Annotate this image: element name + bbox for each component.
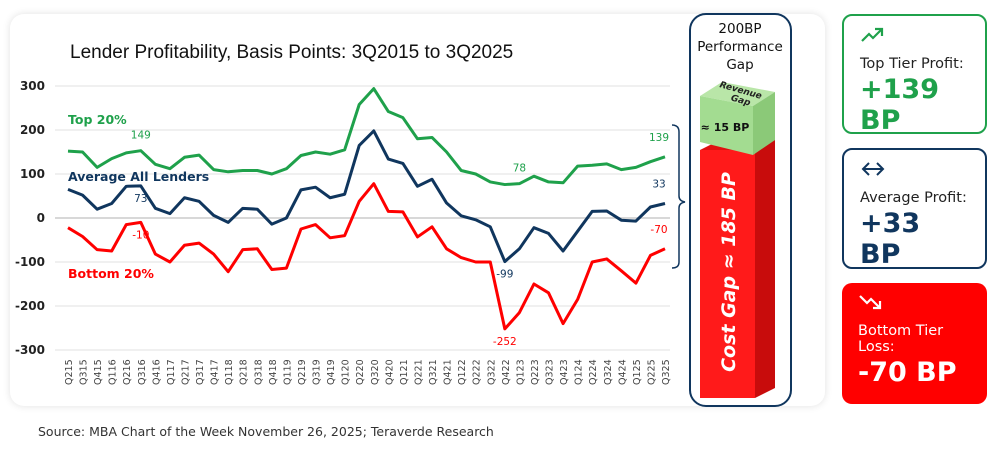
kpi-top-tier: Top Tier Profit: +139 BP <box>842 14 987 136</box>
y-tick-label: 100 <box>20 167 45 181</box>
data-label: -252 <box>493 336 517 348</box>
data-label: 149 <box>131 130 151 142</box>
y-tick-label: 200 <box>20 123 45 137</box>
kpi-value: +139 BP <box>860 74 939 136</box>
x-tick-label: Q325 <box>661 359 672 385</box>
x-tick-label: Q224 <box>588 359 599 385</box>
x-tick-label: Q320 <box>370 359 381 385</box>
data-label: 78 <box>513 163 526 175</box>
x-tick-label: Q420 <box>384 359 395 385</box>
x-tick-label: Q321 <box>428 359 439 385</box>
x-tick-label: Q125 <box>632 359 643 385</box>
x-tick-label: Q316 <box>137 359 148 385</box>
x-tick-label: Q324 <box>603 359 614 385</box>
data-label: -99 <box>496 269 513 281</box>
series-label-average: Average All Lenders <box>68 169 209 184</box>
data-label: 33 <box>652 178 665 190</box>
revenue-cube-front <box>700 96 753 155</box>
x-tick-label: Q225 <box>646 359 657 385</box>
data-label: 73 <box>134 193 147 205</box>
x-tick-label: Q418 <box>268 359 279 385</box>
kpi-label: Average Profit: <box>860 190 967 206</box>
trend-down-icon <box>858 293 971 315</box>
x-tick-label: Q117 <box>166 359 177 385</box>
x-tick-label: Q119 <box>282 359 293 385</box>
x-tick-label: Q118 <box>224 359 235 385</box>
x-tick-label: Q317 <box>195 359 206 385</box>
x-tick-label: Q217 <box>180 359 191 385</box>
series-line-1 <box>67 129 666 264</box>
gap-title-line3: Gap <box>726 57 753 73</box>
series-label-bottom: Bottom 20% <box>68 266 154 281</box>
x-tick-label: Q120 <box>341 359 352 385</box>
kpi-value: +33 BP <box>860 208 921 270</box>
series-label-top: Top 20% <box>68 112 127 127</box>
x-tick-label: Q315 <box>79 359 90 385</box>
x-tick-label: Q419 <box>326 359 337 385</box>
x-tick-label: Q319 <box>312 359 323 385</box>
series-line-2 <box>67 182 666 331</box>
data-label: -70 <box>650 224 667 236</box>
x-tick-label: Q422 <box>501 359 512 385</box>
cost-gap-label: Cost Gap ≈ 185 BP <box>718 172 740 372</box>
x-tick-label: Q323 <box>545 359 556 385</box>
trend-up-icon <box>860 26 969 48</box>
data-label: 139 <box>649 132 669 144</box>
x-tick-label: Q116 <box>108 359 119 385</box>
chart-title: Lender Profitability, Basis Points: 3Q20… <box>70 42 513 63</box>
x-tick-label: Q322 <box>486 359 497 385</box>
data-label: -10 <box>132 229 149 241</box>
kpi-value: -70 BP <box>858 357 957 388</box>
cost-block <box>700 150 755 398</box>
revenue-gap-value: ≈ 15 BP <box>701 121 750 134</box>
left-right-arrow-icon <box>860 160 969 182</box>
revenue-cube-side <box>753 92 775 155</box>
revenue-cube-top <box>700 82 775 106</box>
gap-title-line1: 200BP <box>718 21 761 37</box>
x-tick-label: Q222 <box>472 359 483 385</box>
x-tick-label: Q218 <box>239 359 250 385</box>
y-tick-label: 300 <box>20 79 45 93</box>
x-tick-label: Q216 <box>122 359 133 385</box>
x-tick-label: Q221 <box>413 359 424 385</box>
x-tick-label: Q122 <box>457 359 468 385</box>
y-tick-label: -100 <box>15 255 45 269</box>
x-tick-label: Q215 <box>64 359 75 385</box>
x-tick-label: Q220 <box>355 359 366 385</box>
cost-block-side <box>755 140 775 398</box>
x-tick-label: Q416 <box>151 359 162 385</box>
kpi-label: Top Tier Profit: <box>860 56 964 72</box>
kpi-average: Average Profit: +33 BP <box>842 148 987 270</box>
gap-bracket <box>671 124 686 269</box>
kpi-label: Bottom Tier Loss: <box>858 323 944 355</box>
x-tick-label: Q415 <box>93 359 104 385</box>
y-tick-label: 0 <box>37 211 45 225</box>
y-tick-label: -200 <box>15 299 45 313</box>
x-tick-label: Q124 <box>574 359 585 385</box>
x-tick-label: Q219 <box>297 359 308 385</box>
x-tick-label: Q318 <box>253 359 264 385</box>
series-line-0 <box>67 87 666 187</box>
y-tick-label: -300 <box>15 343 45 357</box>
x-tick-label: Q424 <box>617 359 628 385</box>
x-tick-label: Q123 <box>515 359 526 385</box>
kpi-bottom-tier: Bottom Tier Loss: -70 BP <box>842 283 987 404</box>
gap-title-line2: Performance <box>697 39 783 55</box>
source-note: Source: MBA Chart of the Week November 2… <box>38 424 494 439</box>
x-tick-label: Q423 <box>559 359 570 385</box>
x-tick-label: Q223 <box>530 359 541 385</box>
x-tick-label: Q421 <box>443 359 454 385</box>
x-tick-label: Q121 <box>399 359 410 385</box>
x-tick-label: Q417 <box>210 359 221 385</box>
